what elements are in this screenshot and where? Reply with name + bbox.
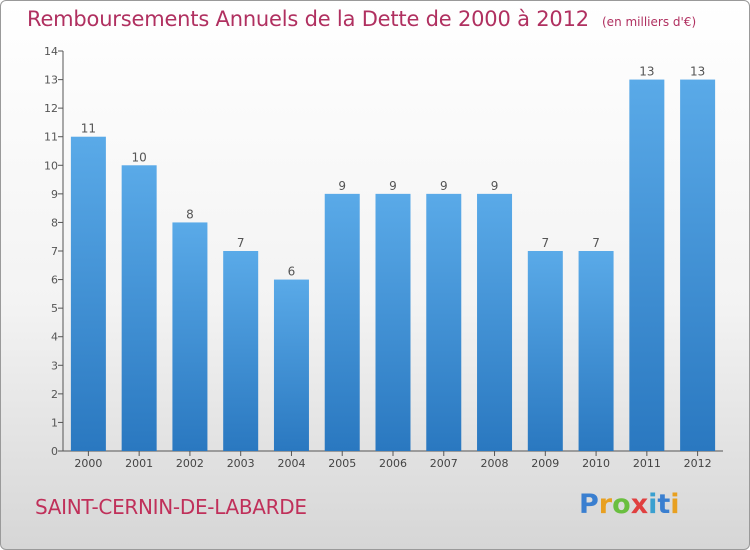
y-tick-label: 13: [44, 74, 58, 87]
x-tick-label-2009: 2009: [531, 457, 559, 470]
bar-2006: [375, 193, 411, 451]
data-label-2010: 7: [592, 236, 600, 250]
bar-2004: [273, 279, 309, 451]
commune-name: SAINT-CERNIN-DE-LABARDE: [35, 495, 307, 519]
logo-letter: o: [612, 489, 631, 520]
bar-2000: [70, 136, 106, 451]
x-tick-label-2008: 2008: [481, 457, 509, 470]
x-tick-label-2006: 2006: [379, 457, 407, 470]
data-label-2007: 9: [440, 179, 448, 193]
data-label-2001: 10: [132, 150, 147, 164]
data-label-2002: 8: [186, 207, 194, 221]
y-tick-label: 1: [51, 416, 58, 429]
logo-letter: i: [670, 489, 680, 520]
data-label-2008: 9: [491, 179, 499, 193]
data-label-2009: 7: [541, 236, 549, 250]
x-tick-label-2007: 2007: [430, 457, 458, 470]
bar-2012: [680, 79, 716, 452]
logo-letter: i: [648, 489, 658, 520]
bar-2005: [324, 193, 360, 451]
x-tick-label-2001: 2001: [125, 457, 153, 470]
bar-2002: [172, 222, 208, 451]
x-tick-label-2011: 2011: [633, 457, 661, 470]
data-label-2011: 13: [639, 65, 654, 79]
x-tick-label-2005: 2005: [328, 457, 356, 470]
x-tick-label-2010: 2010: [582, 457, 610, 470]
data-label-2000: 11: [81, 122, 96, 136]
y-tick-label: 14: [44, 45, 58, 58]
y-tick-label: 0: [51, 445, 58, 458]
chart-title: Remboursements Annuels de la Dette de 20…: [27, 7, 589, 31]
logo-letter: P: [579, 489, 599, 520]
y-tick-label: 12: [44, 102, 58, 115]
bar-2008: [477, 193, 513, 451]
bar-2003: [223, 251, 259, 451]
x-tick-label-2004: 2004: [277, 457, 305, 470]
y-tick-label: 3: [51, 359, 58, 372]
y-tick-label: 8: [51, 216, 58, 229]
y-tick-label: 6: [51, 274, 58, 287]
x-tick-label-2012: 2012: [684, 457, 712, 470]
logo-letter: t: [657, 489, 671, 520]
y-tick-label: 9: [51, 188, 58, 201]
data-label-2005: 9: [338, 179, 346, 193]
y-tick-label: 5: [51, 302, 58, 315]
x-tick-labels: 2000 2001 2002 2003 2004 2005 2006 2007 2008 2009…: [74, 457, 711, 470]
bar-2011: [629, 79, 665, 452]
logo-letter: x: [630, 489, 649, 520]
bar-2007: [426, 193, 462, 451]
y-tick-label: 11: [44, 131, 58, 144]
data-label-2006: 9: [389, 179, 397, 193]
chart-unit: (en milliers d'€): [602, 15, 697, 29]
proxiti-logo: Proxiti: [579, 489, 680, 520]
data-label-2012: 13: [690, 65, 705, 79]
data-label-2003: 7: [237, 236, 245, 250]
bar-2010: [578, 251, 614, 451]
x-tick-label-2002: 2002: [176, 457, 204, 470]
y-tick-label: 10: [44, 159, 58, 172]
data-label-2004: 6: [288, 265, 296, 279]
y-tick-label: 4: [51, 331, 58, 344]
data-labels: 11 10 8 7 6 9 9 9 9 7 7 13 13: [81, 65, 706, 279]
x-tick-label-2003: 2003: [227, 457, 255, 470]
bar-2009: [527, 251, 563, 451]
title-row: Remboursements Annuels de la Dette de 20…: [27, 7, 696, 31]
y-tick-label: 2: [51, 388, 58, 401]
x-tick-label-2000: 2000: [74, 457, 102, 470]
bars: [70, 79, 716, 452]
bar-2001: [121, 165, 157, 452]
y-tick-label: 7: [51, 245, 58, 258]
logo-letter: r: [598, 489, 613, 520]
